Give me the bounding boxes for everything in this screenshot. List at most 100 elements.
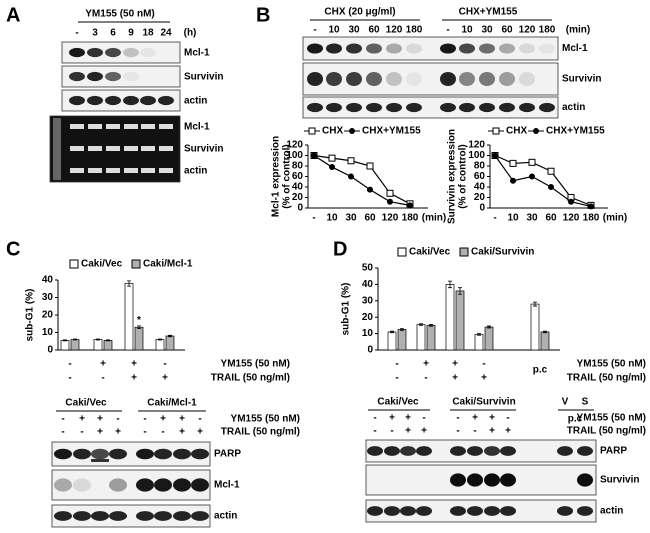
bar [530,303,540,351]
lane-sign: - [456,426,459,437]
row-label: actin [562,102,585,113]
pcr-band [124,124,138,129]
blot-band [484,506,500,516]
y-tick-label: 50 [362,263,374,274]
lane-label: - [313,25,316,36]
legend-label: CHX [322,126,343,137]
blot-band [154,478,172,492]
y-tick-label: 10 [362,328,374,339]
blot-band [54,478,72,492]
lane-sign: + [421,426,427,437]
blot-band [346,71,362,87]
condition-sign: - [68,359,71,370]
marker [407,202,413,209]
error-bar [543,330,547,334]
row-label: actin [214,511,237,522]
blot-band [440,71,456,87]
blot-band [467,506,483,516]
blot-band [386,71,402,87]
legend-swatch [397,247,407,257]
blot-band [479,43,495,54]
error-bar [390,330,394,334]
blot-band [577,506,593,516]
lane-label: 30 [348,25,360,36]
lane-sign: - [143,427,146,438]
marker [367,186,373,193]
legend-marker [492,127,500,135]
blot-band [136,478,154,492]
bar [484,326,494,351]
blot-band [105,47,121,58]
row-label: Survivin [184,72,223,83]
blot-band [450,506,466,516]
lane-sign: + [179,414,185,425]
lane-sign: - [116,414,119,425]
error-bar [106,339,110,342]
y-tick-label: 20 [474,192,486,203]
pcr-band [159,168,173,173]
blot-band [73,478,91,492]
condition-sign: + [481,373,487,384]
y-tick-label: 40 [42,275,54,286]
y-tick-label: 20 [362,312,374,323]
marker [387,198,393,205]
x-tick-label: 180 [402,213,419,224]
lane-sign: - [473,426,476,437]
blot-band [519,102,535,113]
lane-sign: + [489,426,495,437]
blot-band [87,47,103,58]
y-axis-label: Mcl-1 expression [271,136,282,217]
blot-band [173,448,191,460]
blot-band [346,102,362,113]
blot-band [326,43,342,54]
blot-band [479,71,495,87]
condition-sign: - [395,373,398,384]
blot-band [400,506,416,516]
y-tick-label: 100 [468,150,485,161]
lane-sign: + [160,414,166,425]
legend-label: Caki/Survivin [471,247,534,258]
blot-band [91,511,109,521]
marker [568,198,574,205]
blot-band [384,446,400,456]
bar [60,340,70,351]
row-label: Mcl-1 [184,122,210,133]
blot-band [154,511,172,521]
condition-sign: + [100,359,106,370]
line [494,155,592,208]
blot-band [136,448,154,460]
blot-band [366,43,382,54]
blot-band [154,448,172,460]
blot-band [69,47,85,58]
condition-sign: + [423,359,429,370]
lane-label: 10 [461,25,473,36]
lane-sign: - [80,427,83,438]
error-bar [168,334,172,338]
blot-band [158,95,174,106]
marker [386,189,394,197]
condition-sign: + [452,373,458,384]
legend-marker [533,128,539,134]
blot-background [302,36,559,61]
group-label: Caki/Survivin [452,397,515,408]
y-tick-label: 10 [42,327,54,338]
line [313,154,411,206]
row-label: actin [184,166,207,177]
blot-band [386,102,402,113]
y-axis-label: Survivin expression [447,129,458,224]
condition-sign: - [163,359,166,370]
marker [347,157,355,165]
y-tick-label: 80 [292,161,304,172]
condition-sign: + [131,373,137,384]
lane-label: 24 [160,28,172,39]
row-label: Survivin [184,144,223,155]
y-tick-label: 60 [474,171,486,182]
row-label: PARP [214,449,241,460]
bar [165,335,175,351]
blot-band [123,47,139,58]
error-bar [429,324,433,327]
lane-sign: + [197,427,203,438]
blot-band [69,95,85,106]
lane-sign: + [79,414,85,425]
blot-band [577,473,593,487]
